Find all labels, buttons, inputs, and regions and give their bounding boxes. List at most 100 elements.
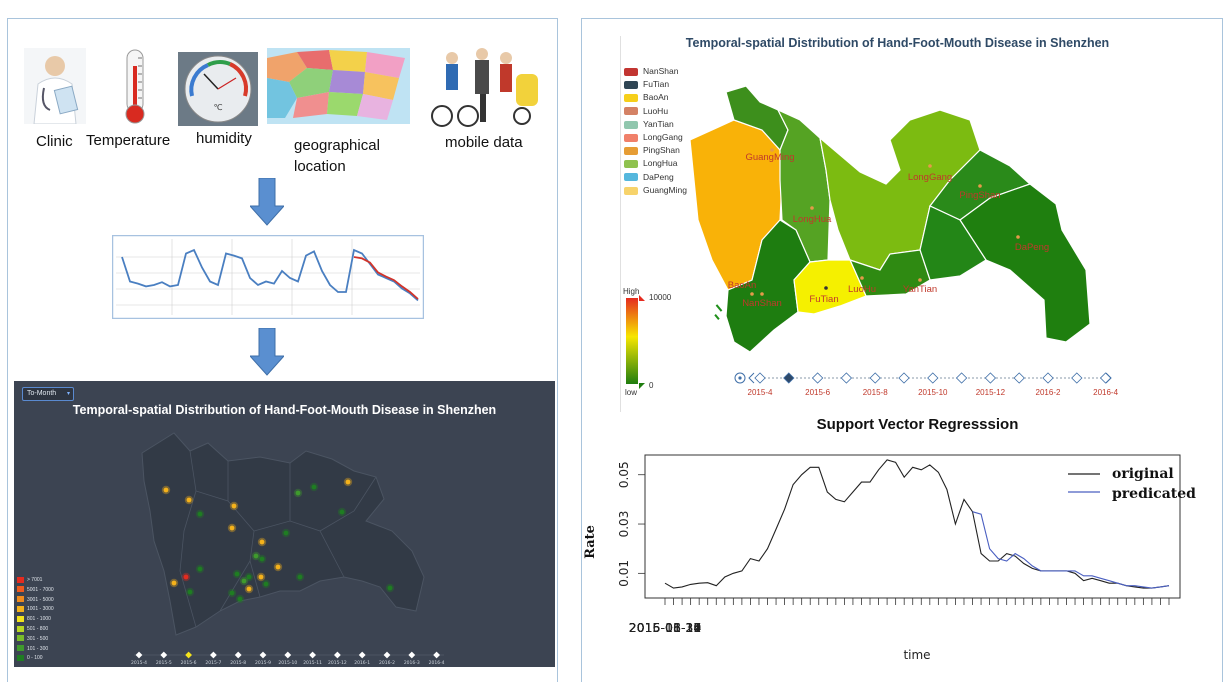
timeline-point[interactable] (284, 651, 292, 659)
timeline-point[interactable] (135, 651, 143, 659)
dark-legend-item[interactable]: 5001 - 7000 (17, 586, 54, 594)
timeline-point[interactable] (1099, 372, 1112, 384)
district-point[interactable] (810, 206, 814, 210)
district-marker[interactable] (345, 479, 351, 485)
timeline-label: 2015-9 (255, 660, 271, 666)
district-point[interactable] (750, 292, 754, 296)
district-legend-item[interactable]: YanTian (624, 119, 674, 129)
timeline-point[interactable] (210, 651, 217, 659)
dark-legend-item[interactable]: 501 - 800 (17, 625, 48, 633)
district-marker[interactable] (253, 553, 259, 559)
district-marker[interactable] (231, 503, 237, 509)
district-luohu[interactable] (848, 249, 931, 297)
district-point[interactable] (928, 164, 932, 168)
legend-swatch (624, 107, 638, 116)
district-marker[interactable] (275, 564, 281, 570)
district-point[interactable] (824, 286, 828, 290)
dark-legend-item[interactable]: 801 - 1000 (17, 615, 51, 623)
timeline-point[interactable] (160, 651, 168, 659)
thermometer-icon (118, 48, 152, 128)
district-legend-item[interactable]: DaPeng (624, 172, 674, 182)
dark-legend-item[interactable]: 0 - 100 (17, 654, 43, 662)
dark-legend-item[interactable]: > 7001 (17, 576, 42, 584)
district-marker[interactable] (197, 566, 203, 572)
timeline-point[interactable] (783, 372, 795, 384)
district-legend-item[interactable]: NanShan (624, 66, 678, 76)
timeline-point[interactable] (898, 372, 910, 384)
district-legend-item[interactable]: LuoHu (624, 106, 668, 116)
district-marker[interactable] (259, 556, 265, 562)
timeline-point[interactable] (955, 372, 968, 384)
timeline-point[interactable] (259, 651, 267, 659)
timeline-point[interactable] (358, 651, 366, 659)
district-marker[interactable] (197, 511, 203, 517)
district-marker[interactable] (259, 539, 265, 545)
district-marker[interactable] (237, 596, 243, 602)
district-point[interactable] (1016, 235, 1020, 239)
timeline-point[interactable] (234, 651, 242, 659)
district-marker[interactable] (246, 586, 252, 592)
district-marker[interactable] (171, 580, 177, 586)
timeline-point[interactable] (383, 651, 391, 659)
timeline-point[interactable] (811, 372, 824, 384)
timeline-point[interactable] (185, 651, 192, 659)
district-marker[interactable] (187, 589, 193, 595)
color-map-timeline[interactable]: 2015-4 2015-6 2015-8 2015-10 2015-12 2016-2 20… (730, 370, 1130, 400)
district-marker[interactable] (246, 574, 252, 580)
district-marker[interactable] (297, 574, 303, 580)
district-marker[interactable] (163, 487, 169, 493)
district-marker[interactable] (258, 574, 264, 580)
district-legend-item[interactable]: GuangMing (624, 185, 687, 195)
timeline-point[interactable] (984, 372, 997, 384)
district-point[interactable] (860, 276, 864, 280)
district-marker[interactable] (241, 578, 247, 584)
district-dapeng[interactable] (959, 183, 1091, 343)
dark-legend-item[interactable]: 1001 - 3000 (17, 605, 54, 613)
timeline-point[interactable] (309, 651, 316, 659)
district-futian[interactable] (793, 259, 867, 315)
timeline-point[interactable] (869, 372, 881, 384)
legend-swatch (17, 596, 24, 603)
timeline-point[interactable] (754, 372, 766, 384)
prev-icon[interactable] (748, 372, 755, 384)
timeline-point[interactable] (927, 372, 939, 384)
district-point[interactable] (918, 278, 922, 282)
district-point[interactable] (760, 292, 764, 296)
timeline-label: 2016-3 (404, 660, 420, 666)
district-marker[interactable] (229, 525, 235, 531)
legend-label: > 7001 (27, 577, 43, 583)
timeline-point[interactable] (1013, 372, 1025, 384)
district-marker[interactable] (339, 509, 345, 515)
district-point[interactable] (978, 184, 982, 188)
timeline-point[interactable] (334, 651, 341, 659)
district-marker[interactable] (183, 574, 189, 580)
district-marker[interactable] (263, 581, 269, 587)
timeline-point[interactable] (840, 372, 853, 384)
play-button-icon[interactable] (734, 372, 746, 384)
time-granularity-dropdown[interactable]: To-Month ▾ (22, 387, 74, 401)
district-marker[interactable] (311, 484, 317, 490)
legend-swatch (624, 160, 638, 169)
dark-legend-item[interactable]: 301 - 500 (17, 635, 48, 643)
dark-legend-item[interactable]: 3001 - 5000 (17, 596, 54, 604)
timeline-point[interactable] (1042, 372, 1054, 384)
district-marker[interactable] (234, 571, 240, 577)
dark-legend-item[interactable]: 101 - 300 (17, 645, 48, 653)
district-point[interactable] (770, 148, 774, 152)
timeline-point[interactable] (408, 651, 416, 659)
district-marker[interactable] (283, 530, 289, 536)
district-marker[interactable] (387, 585, 393, 591)
visualmap-min-handle-icon[interactable] (639, 383, 645, 389)
district-legend-item[interactable]: LongHua (624, 158, 678, 168)
district-legend-item[interactable]: PingShan (624, 145, 680, 155)
visualmap-max-handle-icon[interactable] (639, 295, 645, 301)
district-legend-item[interactable]: LongGang (624, 132, 683, 142)
timeline-point[interactable] (1071, 372, 1083, 384)
district-marker[interactable] (229, 590, 235, 596)
district-legend-item[interactable]: FuTian (624, 79, 669, 89)
district-marker[interactable] (186, 497, 192, 503)
district-marker[interactable] (295, 490, 301, 496)
timeline-point[interactable] (433, 651, 440, 659)
district-label: YanTian (903, 284, 937, 295)
district-legend-item[interactable]: BaoAn (624, 92, 669, 102)
